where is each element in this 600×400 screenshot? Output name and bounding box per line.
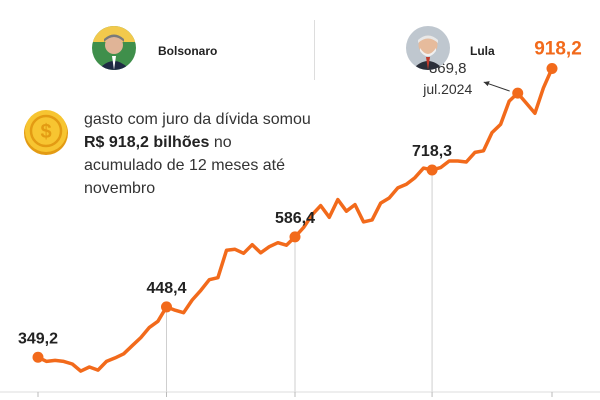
data-point-0 [32,351,44,363]
data-sublabel-4: jul.2024 [422,81,472,97]
header-divider [314,20,315,80]
data-label-1: 448,4 [146,280,186,297]
caption-text-post: no acumulado de 12 meses até novembro [84,134,286,197]
coin-dollar-icon: $ [22,108,70,156]
data-label-0: 349,2 [18,330,58,347]
data-point-1 [161,301,172,313]
annotation-arrow-head [483,81,490,87]
bolsonaro-avatar [92,26,136,70]
bolsonaro-name: Bolsonaro [158,44,218,58]
data-point-4 [512,87,524,99]
lula-portrait-icon [406,26,450,70]
caption: gasto com juro da dívida somou R$ 918,2 … [84,108,314,200]
data-point-2 [289,231,301,243]
caption-highlight: R$ 918,2 bilhões [84,134,210,151]
lula-name: Lula [470,44,495,58]
svg-text:$: $ [40,121,51,143]
data-point-3 [426,164,438,176]
lula-avatar [406,26,450,70]
caption-text-pre: gasto com juro da dívida somou [84,111,311,128]
data-point-5 [546,63,558,75]
data-label-3: 718,3 [412,143,452,160]
data-label-2: 586,4 [275,210,315,227]
bolsonaro-portrait-icon [92,26,136,70]
data-label-5: 918,2 [534,39,582,60]
